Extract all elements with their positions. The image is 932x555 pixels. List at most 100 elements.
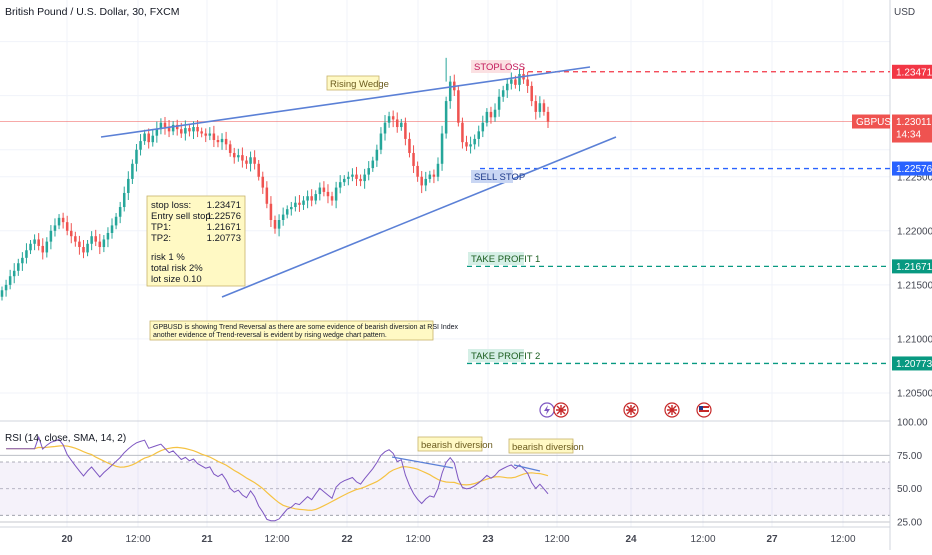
- candle-body[interactable]: [546, 111, 550, 122]
- candle-body[interactable]: [29, 243, 32, 251]
- candle-body[interactable]: [351, 174, 354, 177]
- candle-body[interactable]: [171, 124, 175, 132]
- candle-body[interactable]: [188, 128, 191, 132]
- candle-body[interactable]: [33, 239, 36, 244]
- candle-body[interactable]: [489, 111, 493, 118]
- candle-body[interactable]: [135, 149, 138, 164]
- candle-body[interactable]: [220, 138, 224, 143]
- candle-body[interactable]: [347, 176, 350, 179]
- candle-body[interactable]: [395, 119, 399, 128]
- candle-body[interactable]: [493, 109, 497, 118]
- candle-body[interactable]: [253, 157, 256, 164]
- candle-body[interactable]: [505, 83, 509, 91]
- candle-body[interactable]: [281, 214, 285, 220]
- candle-body[interactable]: [237, 155, 240, 158]
- candle-body[interactable]: [41, 245, 45, 253]
- candle-body[interactable]: [477, 131, 480, 139]
- candle-body[interactable]: [391, 116, 395, 120]
- candle-body[interactable]: [343, 178, 346, 183]
- candle-body[interactable]: [514, 79, 517, 85]
- candle-body[interactable]: [110, 225, 114, 233]
- chart-title[interactable]: British Pound / U.S. Dollar, 30, FXCM: [5, 6, 179, 18]
- wedge-label-box[interactable]: [326, 75, 380, 91]
- candle-body[interactable]: [518, 74, 521, 85]
- candle-body[interactable]: [355, 174, 358, 179]
- candle-body[interactable]: [481, 122, 485, 132]
- candle-body[interactable]: [290, 207, 293, 210]
- candle-body[interactable]: [167, 127, 171, 132]
- candle-body[interactable]: [86, 243, 89, 253]
- candle-body[interactable]: [155, 129, 159, 136]
- candle-body[interactable]: [440, 133, 444, 164]
- candle-body[interactable]: [78, 241, 81, 248]
- candle-body[interactable]: [314, 194, 318, 201]
- candle-body[interactable]: [261, 176, 265, 188]
- candle-body[interactable]: [65, 222, 69, 231]
- candle-body[interactable]: [61, 217, 65, 223]
- rsi-divergence-trendline[interactable]: [513, 464, 541, 472]
- candle-body[interactable]: [432, 174, 436, 177]
- candle-body[interactable]: [106, 232, 110, 240]
- candle-body[interactable]: [184, 128, 187, 134]
- candle-body[interactable]: [400, 122, 403, 128]
- analysis-note[interactable]: GPBUSD is showing Trend Reversal as ther…: [149, 320, 459, 341]
- candle-body[interactable]: [530, 85, 533, 102]
- candle-body[interactable]: [371, 160, 375, 169]
- candle-body[interactable]: [420, 176, 423, 186]
- candle-body[interactable]: [359, 178, 362, 182]
- candle-body[interactable]: [98, 241, 102, 248]
- candle-body[interactable]: [0, 290, 4, 297]
- candle-body[interactable]: [212, 133, 216, 140]
- candle-body[interactable]: [412, 152, 415, 166]
- candle-body[interactable]: [318, 187, 322, 195]
- candle-body[interactable]: [204, 133, 207, 136]
- candle-body[interactable]: [510, 79, 513, 84]
- divergence-label-box[interactable]: [417, 436, 483, 452]
- candle-body[interactable]: [444, 101, 448, 134]
- candle-body[interactable]: [265, 187, 269, 204]
- candle-body[interactable]: [139, 141, 142, 150]
- candle-body[interactable]: [147, 133, 150, 143]
- candle-body[interactable]: [326, 191, 330, 197]
- candle-body[interactable]: [151, 135, 155, 143]
- candle-body[interactable]: [416, 165, 419, 177]
- candle-body[interactable]: [383, 122, 387, 134]
- candle-body[interactable]: [131, 163, 134, 179]
- candle-body[interactable]: [330, 196, 334, 201]
- candle-body[interactable]: [436, 163, 440, 177]
- candle-body[interactable]: [257, 163, 260, 177]
- candle-body[interactable]: [241, 155, 244, 161]
- candle-body[interactable]: [122, 192, 126, 208]
- candle-body[interactable]: [37, 239, 40, 246]
- candle-body[interactable]: [224, 138, 228, 145]
- candle-body[interactable]: [448, 81, 452, 102]
- candle-body[interactable]: [379, 133, 383, 150]
- candle-body[interactable]: [408, 138, 411, 153]
- candle-body[interactable]: [302, 200, 305, 205]
- candle-body[interactable]: [428, 174, 432, 179]
- candle-body[interactable]: [21, 257, 24, 264]
- candle-body[interactable]: [94, 236, 97, 242]
- candle-body[interactable]: [4, 284, 8, 291]
- candle-body[interactable]: [465, 142, 468, 147]
- rsi-divergence-trendline[interactable]: [391, 456, 454, 469]
- candle-body[interactable]: [424, 178, 428, 186]
- candle-body[interactable]: [25, 250, 28, 258]
- candle-body[interactable]: [363, 174, 366, 182]
- candle-body[interactable]: [310, 196, 313, 201]
- candle-body[interactable]: [245, 160, 248, 164]
- candle-body[interactable]: [273, 220, 277, 229]
- candle-body[interactable]: [469, 144, 472, 147]
- candle-body[interactable]: [338, 182, 342, 188]
- candle-body[interactable]: [143, 133, 146, 142]
- candle-body[interactable]: [538, 103, 542, 112]
- candle-body[interactable]: [114, 216, 118, 226]
- candle-body[interactable]: [12, 270, 16, 277]
- candle-body[interactable]: [542, 103, 546, 112]
- candle-body[interactable]: [322, 187, 326, 192]
- candle-body[interactable]: [277, 220, 281, 229]
- candle-body[interactable]: [8, 276, 12, 285]
- candle-body[interactable]: [53, 225, 57, 231]
- candle-body[interactable]: [127, 178, 130, 193]
